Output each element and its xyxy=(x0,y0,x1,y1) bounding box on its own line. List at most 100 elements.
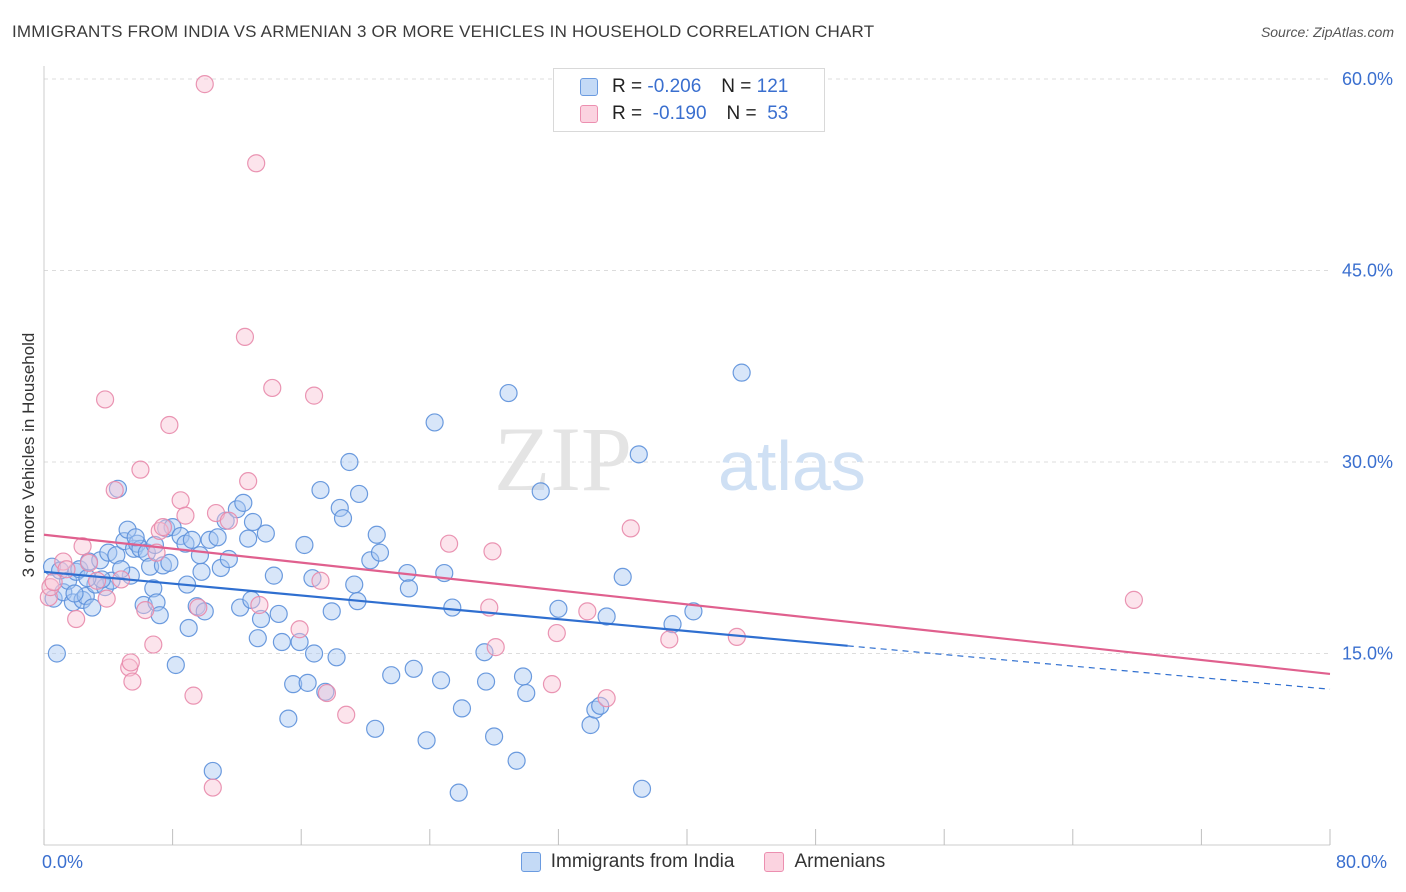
legend-label-india: Immigrants from India xyxy=(550,851,735,872)
india-point xyxy=(340,452,359,472)
armenians-point xyxy=(235,327,255,346)
india-point xyxy=(256,524,275,543)
trend-line-india-extension xyxy=(847,645,1331,690)
armenians-point xyxy=(203,778,222,797)
armenians-point xyxy=(247,154,266,173)
india-point xyxy=(531,482,550,501)
india-point xyxy=(322,602,341,621)
legend-r-value-armenians: -0.190 xyxy=(652,103,707,124)
india-point xyxy=(513,667,533,686)
india-point xyxy=(349,484,369,504)
india-point xyxy=(203,761,222,781)
armenians-point xyxy=(317,683,337,703)
legend-r-label: R = xyxy=(612,76,643,97)
armenians-point xyxy=(263,378,282,398)
india-point xyxy=(361,551,380,570)
armenians-point xyxy=(41,578,60,597)
series-india-points xyxy=(42,363,751,802)
india-point xyxy=(264,566,283,585)
india-point xyxy=(182,530,201,549)
x-tick-label-max: 80.0% xyxy=(1336,852,1388,872)
india-point xyxy=(581,715,600,735)
india-point xyxy=(251,609,271,629)
armenians-point xyxy=(67,609,86,629)
india-point xyxy=(399,579,419,598)
india-point xyxy=(431,671,451,690)
armenians-point xyxy=(304,386,324,405)
armenians-point xyxy=(97,589,116,608)
armenians-point xyxy=(184,686,203,705)
armenians-point xyxy=(121,653,140,672)
chart-title: IMMIGRANTS FROM INDIA VS ARMENIAN 3 OR M… xyxy=(12,22,875,41)
legend-row-armenians: R = -0.190 N = 53 xyxy=(580,102,788,126)
armenians-point xyxy=(547,623,566,643)
india-point xyxy=(290,632,309,652)
india-point xyxy=(425,413,444,432)
india-point xyxy=(613,567,632,587)
armenians-point xyxy=(79,553,99,572)
india-point xyxy=(475,643,494,662)
india-point xyxy=(239,529,258,548)
armenians-point xyxy=(311,571,330,590)
legend-item-india[interactable]: Immigrants from India xyxy=(520,851,735,873)
armenians-point xyxy=(1124,590,1143,609)
armenians-point xyxy=(290,620,309,639)
armenians-point xyxy=(44,572,63,592)
armenians-point xyxy=(153,518,173,537)
india-point xyxy=(485,727,504,746)
legend-r-label: R = xyxy=(612,103,643,124)
armenians-point xyxy=(144,635,163,654)
legend-item-armenians[interactable]: Armenians xyxy=(764,851,885,873)
india-point xyxy=(345,575,364,594)
source-label: Source: ZipAtlas.com xyxy=(1260,24,1394,40)
india-point xyxy=(382,666,401,685)
y-tick-label: 45.0% xyxy=(1342,261,1393,281)
armenians-point xyxy=(105,480,124,500)
india-point xyxy=(126,528,145,547)
armenians-point xyxy=(660,630,679,649)
legend-swatch-armenians xyxy=(764,852,785,872)
india-point xyxy=(144,579,163,598)
india-point xyxy=(417,731,436,750)
india-point xyxy=(192,562,211,581)
correlation-legend: R = -0.206 N = 121 R = -0.190 N = 53 xyxy=(553,68,825,132)
legend-n-value-india: 121 xyxy=(756,76,789,97)
y-tick-label: 15.0% xyxy=(1342,644,1393,664)
armenians-point xyxy=(123,672,142,691)
y-tick-label: 60.0% xyxy=(1342,69,1393,89)
armenians-point xyxy=(542,675,562,694)
armenians-point xyxy=(171,491,190,510)
armenians-point xyxy=(176,506,195,525)
x-tick-label-min: 0.0% xyxy=(42,852,84,872)
india-point xyxy=(311,480,330,500)
india-point xyxy=(160,553,179,572)
india-point xyxy=(597,607,616,626)
trend-lines xyxy=(43,533,1331,690)
india-point xyxy=(272,632,292,652)
watermark-zip: ZIP xyxy=(494,408,632,510)
india-point xyxy=(327,648,346,667)
legend-swatch-india xyxy=(520,852,541,872)
india-point xyxy=(476,672,496,691)
india-point xyxy=(83,598,102,617)
india-point xyxy=(179,618,198,638)
india-point xyxy=(452,699,472,718)
legend-label-armenians: Armenians xyxy=(794,851,886,872)
india-point xyxy=(208,528,227,547)
india-point xyxy=(632,779,652,798)
armenians-point xyxy=(219,511,238,530)
armenians-point xyxy=(136,600,155,620)
india-point xyxy=(190,546,210,565)
india-point xyxy=(150,606,169,625)
india-point xyxy=(284,675,303,694)
armenians-point xyxy=(439,534,459,553)
india-point xyxy=(234,493,253,512)
india-point xyxy=(243,512,263,532)
india-point xyxy=(333,509,353,528)
watermark-atlas: atlas xyxy=(718,427,866,505)
armenians-point xyxy=(337,705,356,724)
armenians-point xyxy=(621,519,640,538)
armenians-point xyxy=(189,598,208,617)
legend-n-label: N = xyxy=(721,76,752,97)
